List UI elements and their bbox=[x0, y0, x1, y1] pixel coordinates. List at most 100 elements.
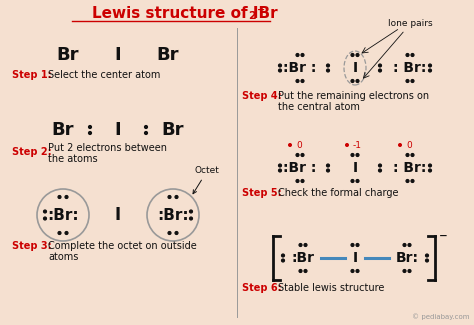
Circle shape bbox=[428, 69, 431, 72]
Circle shape bbox=[89, 132, 91, 135]
Circle shape bbox=[296, 54, 299, 57]
Text: I: I bbox=[115, 206, 121, 224]
Circle shape bbox=[406, 154, 409, 156]
Circle shape bbox=[379, 164, 382, 167]
Circle shape bbox=[351, 154, 354, 156]
Text: :Br:: :Br: bbox=[47, 207, 79, 223]
Circle shape bbox=[279, 164, 282, 167]
Circle shape bbox=[168, 196, 171, 198]
Circle shape bbox=[356, 180, 359, 182]
Circle shape bbox=[89, 125, 91, 128]
Text: Step 2:: Step 2: bbox=[12, 147, 52, 157]
Circle shape bbox=[296, 154, 299, 156]
Circle shape bbox=[356, 154, 359, 156]
Circle shape bbox=[327, 169, 329, 172]
Circle shape bbox=[428, 169, 431, 172]
Text: Select the center atom: Select the center atom bbox=[48, 70, 160, 80]
Circle shape bbox=[351, 180, 354, 182]
Circle shape bbox=[379, 69, 382, 72]
Circle shape bbox=[428, 64, 431, 67]
Circle shape bbox=[426, 259, 428, 262]
Text: :Br :: :Br : bbox=[283, 61, 317, 75]
Circle shape bbox=[426, 254, 428, 257]
Circle shape bbox=[145, 125, 147, 128]
Circle shape bbox=[299, 244, 302, 246]
Circle shape bbox=[406, 54, 409, 57]
Text: : Br:: : Br: bbox=[393, 61, 427, 75]
Circle shape bbox=[175, 232, 178, 234]
Circle shape bbox=[282, 254, 284, 257]
Circle shape bbox=[399, 144, 401, 146]
Circle shape bbox=[403, 270, 406, 272]
Text: :Br: :Br bbox=[292, 251, 315, 265]
Text: Complete the octet on outside: Complete the octet on outside bbox=[48, 241, 197, 251]
Text: Lewis structure of IBr: Lewis structure of IBr bbox=[92, 6, 278, 21]
Circle shape bbox=[411, 54, 414, 57]
Circle shape bbox=[301, 54, 304, 57]
Circle shape bbox=[301, 154, 304, 156]
Text: :Br:: :Br: bbox=[157, 207, 189, 223]
Circle shape bbox=[175, 196, 178, 198]
Text: : Br:: : Br: bbox=[393, 161, 427, 175]
Text: Put the remaining electrons on: Put the remaining electrons on bbox=[278, 91, 429, 101]
Circle shape bbox=[304, 244, 307, 246]
Text: Stable lewis structure: Stable lewis structure bbox=[278, 283, 384, 293]
Text: Br: Br bbox=[162, 121, 184, 139]
Circle shape bbox=[279, 69, 282, 72]
Text: lone pairs: lone pairs bbox=[388, 19, 432, 28]
Text: Br: Br bbox=[157, 46, 179, 64]
Circle shape bbox=[44, 217, 46, 220]
Circle shape bbox=[279, 169, 282, 172]
Circle shape bbox=[282, 259, 284, 262]
Text: I: I bbox=[115, 46, 121, 64]
Text: 0: 0 bbox=[296, 140, 302, 150]
Text: I: I bbox=[353, 161, 357, 175]
Text: Check the formal charge: Check the formal charge bbox=[278, 188, 399, 198]
Text: the atoms: the atoms bbox=[48, 154, 98, 164]
Text: Br: Br bbox=[57, 46, 79, 64]
Text: Br:: Br: bbox=[395, 251, 419, 265]
Circle shape bbox=[327, 64, 329, 67]
Circle shape bbox=[406, 80, 409, 83]
Text: Step 4:: Step 4: bbox=[242, 91, 282, 101]
Circle shape bbox=[327, 164, 329, 167]
Circle shape bbox=[428, 164, 431, 167]
Circle shape bbox=[356, 54, 359, 57]
Text: Put 2 electrons between: Put 2 electrons between bbox=[48, 143, 167, 153]
Circle shape bbox=[411, 154, 414, 156]
Circle shape bbox=[351, 270, 354, 272]
Circle shape bbox=[356, 80, 359, 83]
Circle shape bbox=[351, 80, 354, 83]
Text: © pediabay.com: © pediabay.com bbox=[412, 313, 470, 320]
Text: Step 6:: Step 6: bbox=[242, 283, 282, 293]
Text: -1: -1 bbox=[353, 140, 362, 150]
Circle shape bbox=[408, 244, 411, 246]
Circle shape bbox=[299, 270, 302, 272]
Text: I: I bbox=[353, 251, 357, 265]
Circle shape bbox=[279, 64, 282, 67]
Text: −: − bbox=[257, 5, 265, 15]
Circle shape bbox=[65, 196, 68, 198]
Text: Step 3:: Step 3: bbox=[12, 241, 52, 251]
Circle shape bbox=[301, 180, 304, 182]
Circle shape bbox=[304, 270, 307, 272]
Circle shape bbox=[356, 270, 359, 272]
Text: I: I bbox=[353, 61, 357, 75]
Circle shape bbox=[58, 196, 61, 198]
Circle shape bbox=[356, 244, 359, 246]
Circle shape bbox=[168, 232, 171, 234]
Text: −: − bbox=[439, 231, 448, 241]
Text: Octet: Octet bbox=[193, 166, 220, 194]
Circle shape bbox=[346, 144, 348, 146]
Text: Br: Br bbox=[52, 121, 74, 139]
Circle shape bbox=[296, 180, 299, 182]
Circle shape bbox=[145, 132, 147, 135]
Circle shape bbox=[190, 210, 192, 213]
Circle shape bbox=[379, 64, 382, 67]
Circle shape bbox=[351, 244, 354, 246]
Text: I: I bbox=[115, 121, 121, 139]
Text: Step 1:: Step 1: bbox=[12, 70, 52, 80]
Text: :Br :: :Br : bbox=[283, 161, 317, 175]
Circle shape bbox=[65, 232, 68, 234]
Text: Step 5:: Step 5: bbox=[242, 188, 282, 198]
